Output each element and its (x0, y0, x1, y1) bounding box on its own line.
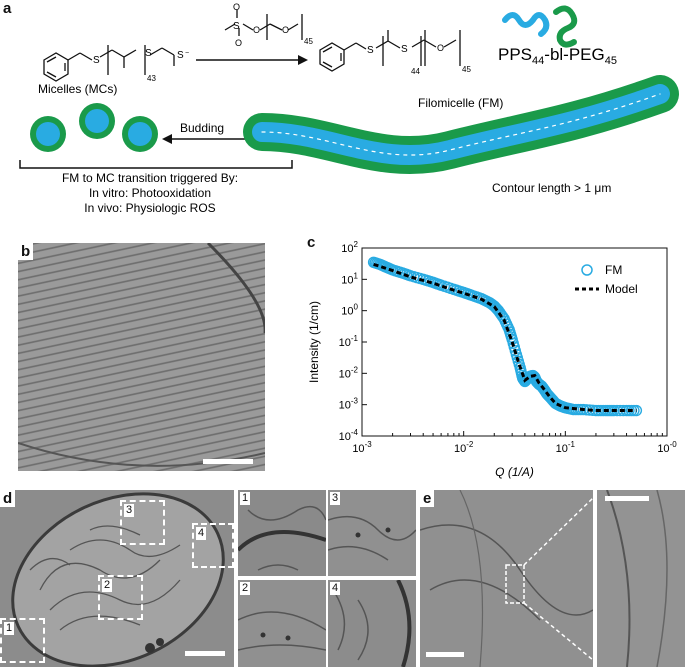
roi-box-2 (98, 575, 143, 620)
legend-label-model: Model (605, 282, 638, 296)
svg-text:PPS44-bl-PEG45: PPS44-bl-PEG45 (498, 45, 617, 67)
scale-bar-b (203, 459, 253, 464)
inset-d-2: 2 (238, 580, 326, 667)
product-structure (319, 30, 461, 72)
svg-text:S: S (401, 44, 408, 55)
filomicelle-shape (243, 75, 679, 175)
roi-box-3 (120, 500, 165, 545)
inset-e-zoom (597, 490, 685, 667)
x-axis-label: Q (1/A) (495, 465, 534, 479)
svg-text:S: S (367, 45, 374, 56)
micelle-spheres (30, 103, 158, 152)
inset-label-2: 2 (240, 582, 251, 595)
polymer-sub-44: 44 (532, 55, 544, 67)
svg-text:O: O (235, 38, 242, 48)
roi-box-4 (192, 523, 234, 568)
scale-bar-e (426, 652, 464, 657)
svg-text:S: S (177, 50, 184, 61)
y-tick-label: 102 (341, 240, 358, 255)
cryo-tem-texture-b (18, 243, 265, 471)
x-tick-label: 10-1 (556, 440, 576, 455)
y-tick-label: 10-1 (339, 334, 359, 349)
y-axis-label: Intensity (1/cm) (307, 301, 321, 383)
roi-box-1 (0, 618, 45, 663)
subscript-45-product: 45 (462, 65, 471, 74)
x-tick-label: 10-2 (454, 440, 474, 455)
roi-label-4: 4 (196, 527, 207, 540)
panel-a-schematic: S S S − 43 S O O O O 45 S S O 44 45 PPS4… (19, 2, 679, 215)
bracket (19, 160, 293, 169)
fm-data-point (513, 358, 525, 371)
panel-e-label: e (420, 490, 435, 507)
svg-text:S: S (145, 48, 152, 59)
svg-text:−: − (185, 50, 189, 57)
panel-d-label: d (0, 490, 16, 507)
svg-text:S: S (93, 55, 100, 66)
model-curve (373, 262, 637, 412)
svg-text:O: O (437, 43, 444, 53)
legend-label-fm: FM (605, 263, 622, 277)
svg-text:O: O (253, 25, 260, 35)
inset-d-1: 1 (238, 490, 326, 576)
reagent-structure (224, 10, 303, 40)
saxs-chart: 10-3 10-2 10-1 10-010-410-310-210-110010110… (307, 240, 677, 479)
fm-data-point (502, 321, 514, 333)
svg-text:O: O (282, 25, 289, 35)
roi-label-3: 3 (124, 504, 135, 517)
cryo-tem-image-d: d 1 2 3 4 (0, 490, 234, 667)
y-tick-label: 10-3 (339, 397, 359, 412)
y-tick-label: 10-4 (339, 428, 359, 443)
budding-label: Budding (180, 121, 224, 135)
subscript-44: 44 (411, 67, 420, 76)
polymer-name-mid: -bl-PEG (544, 45, 604, 64)
subscript-45-reagent: 45 (304, 37, 313, 46)
inset-d-3: 3 (328, 490, 416, 576)
micelles-label: Micelles (MCs) (38, 82, 117, 96)
legend-marker-fm (581, 264, 593, 276)
cryo-tem-image-e: e (420, 490, 593, 667)
y-tick-label: 101 (341, 271, 358, 286)
x-tick-label: 10-0 (657, 440, 677, 455)
svg-text:O: O (233, 2, 240, 12)
reactant-structure (43, 45, 175, 82)
roi-label-1: 1 (4, 622, 15, 635)
y-tick-label: 100 (341, 303, 358, 318)
inset-label-1: 1 (240, 492, 251, 505)
transition-line1: FM to MC transition triggered By: (62, 171, 238, 185)
transition-line2: In vitro: Photooxidation (89, 186, 211, 200)
panel-b-label: b (18, 243, 34, 260)
x-tick-label: 10-3 (352, 440, 372, 455)
y-tick-label: 10-2 (339, 365, 359, 380)
inset-label-3: 3 (330, 492, 341, 505)
panel-c-label: c (307, 234, 316, 251)
fm-data-point (509, 345, 522, 357)
fm-data-point (505, 331, 518, 343)
panel-a-label: a (3, 0, 12, 17)
filomicelle-label: Filomicelle (FM) (418, 96, 503, 110)
subscript-43: 43 (147, 74, 156, 83)
polymer-name-pps: PPS (498, 45, 532, 64)
roi-label-2: 2 (102, 579, 113, 592)
vesicle-texture-d (11, 492, 225, 667)
cryo-tem-image-b: b (18, 243, 265, 471)
svg-text:S: S (233, 21, 240, 32)
polymer-sub-45: 45 (605, 55, 617, 67)
scale-bar-d (185, 651, 225, 656)
scale-bar-e-inset (605, 496, 649, 501)
transition-line3: In vivo: Physiologic ROS (84, 201, 215, 215)
filament-texture-e (420, 490, 593, 667)
inset-d-4: 4 (328, 580, 416, 667)
inset-label-4: 4 (330, 582, 341, 595)
fm-data-point (402, 269, 415, 281)
contour-length-label: Contour length > 1 μm (492, 181, 611, 195)
legend: FM Model (575, 263, 638, 296)
block-copolymer-icon (502, 5, 578, 48)
